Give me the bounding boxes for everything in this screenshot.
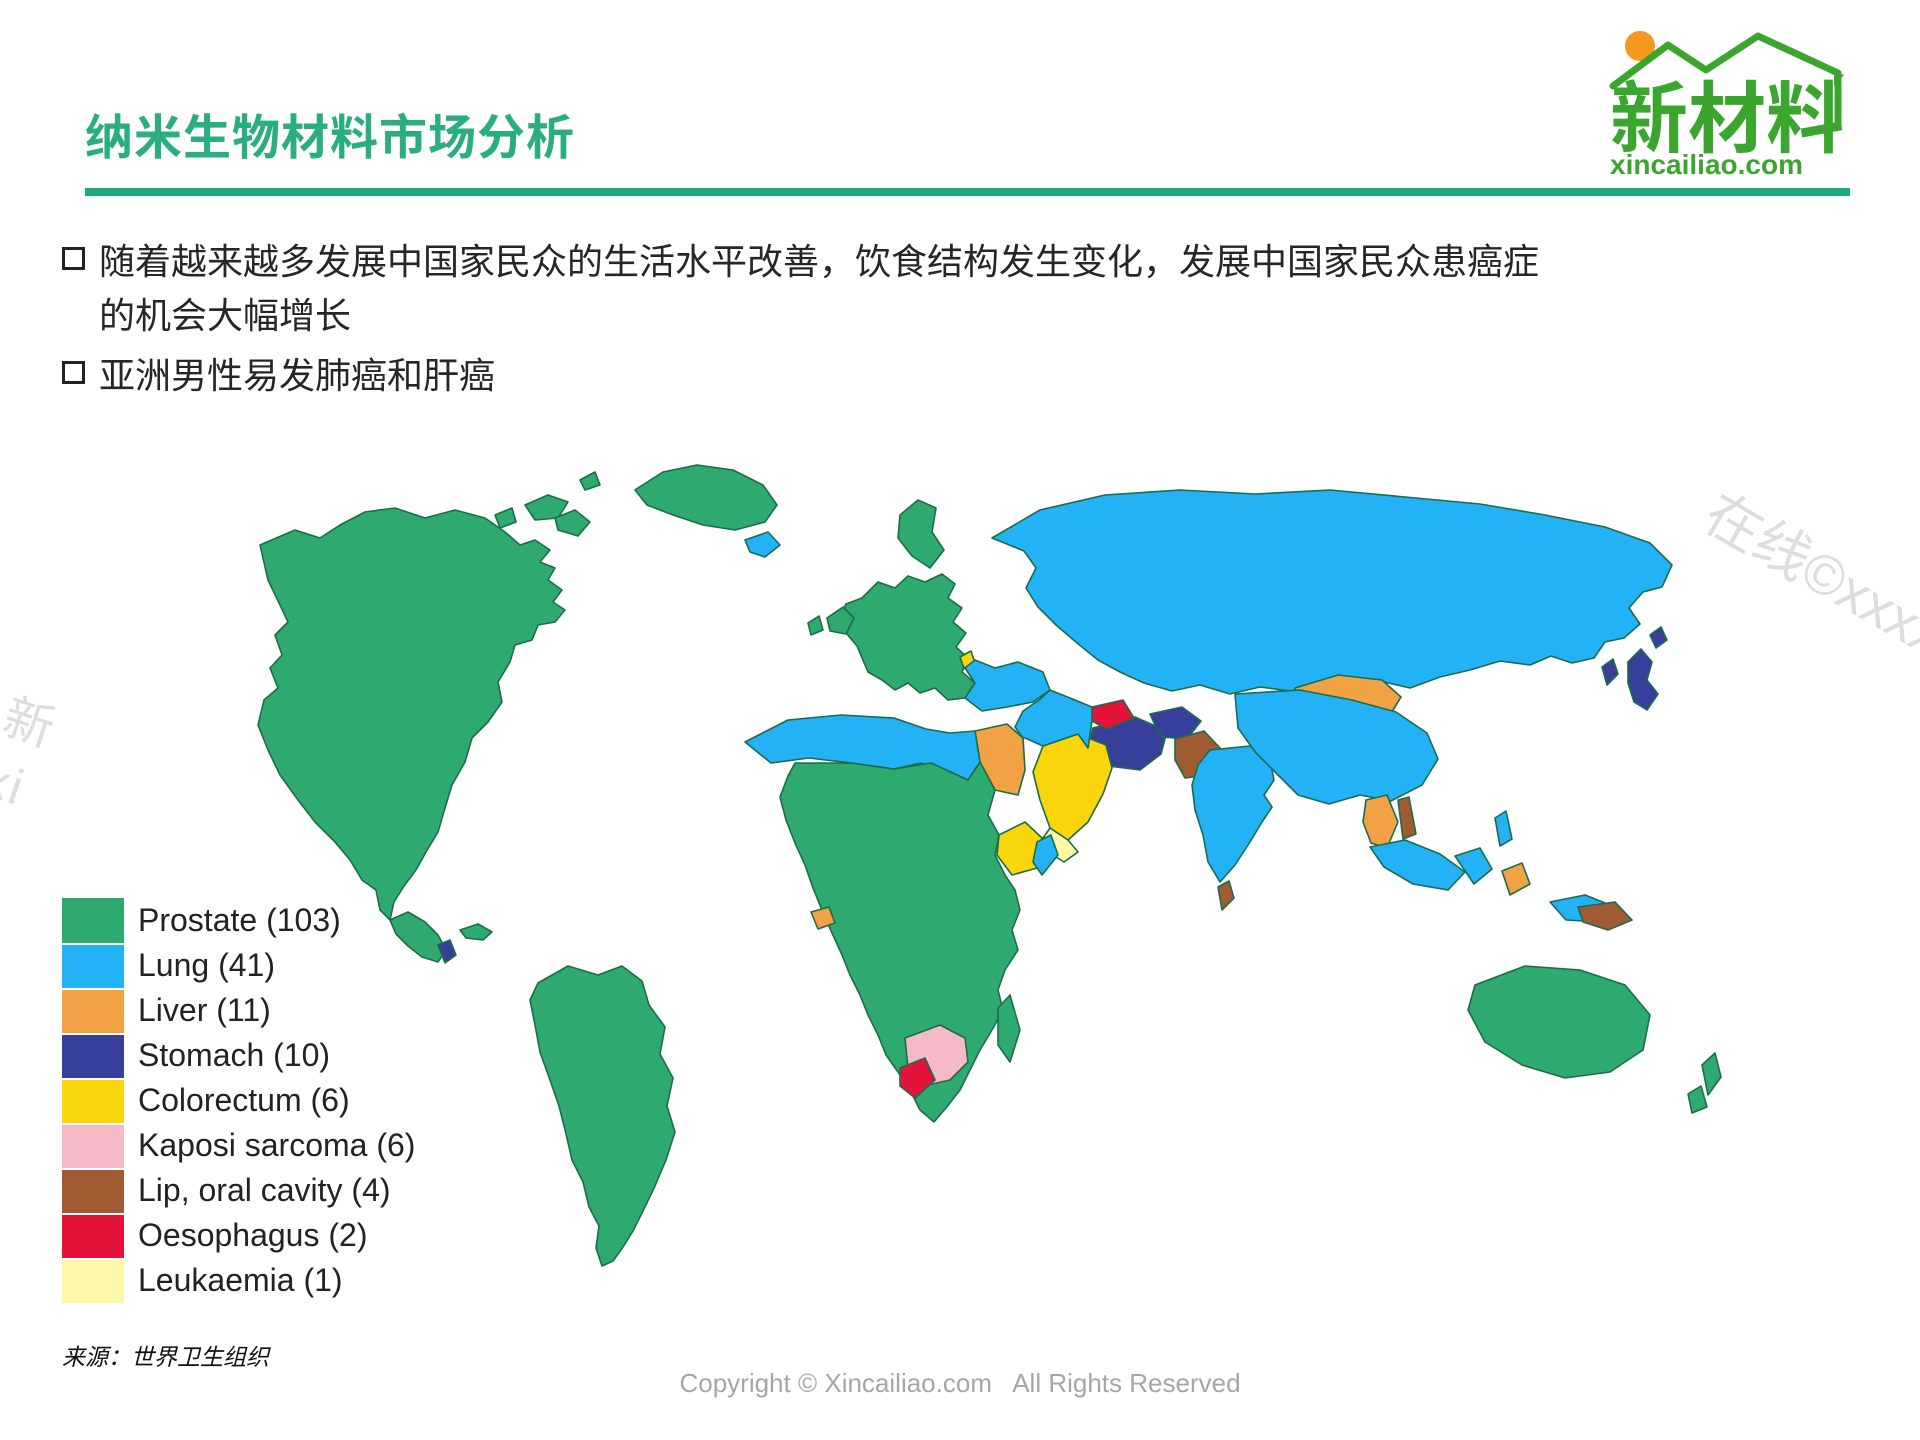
svg-text:xincailiao.com: xincailiao.com [1610, 149, 1803, 180]
